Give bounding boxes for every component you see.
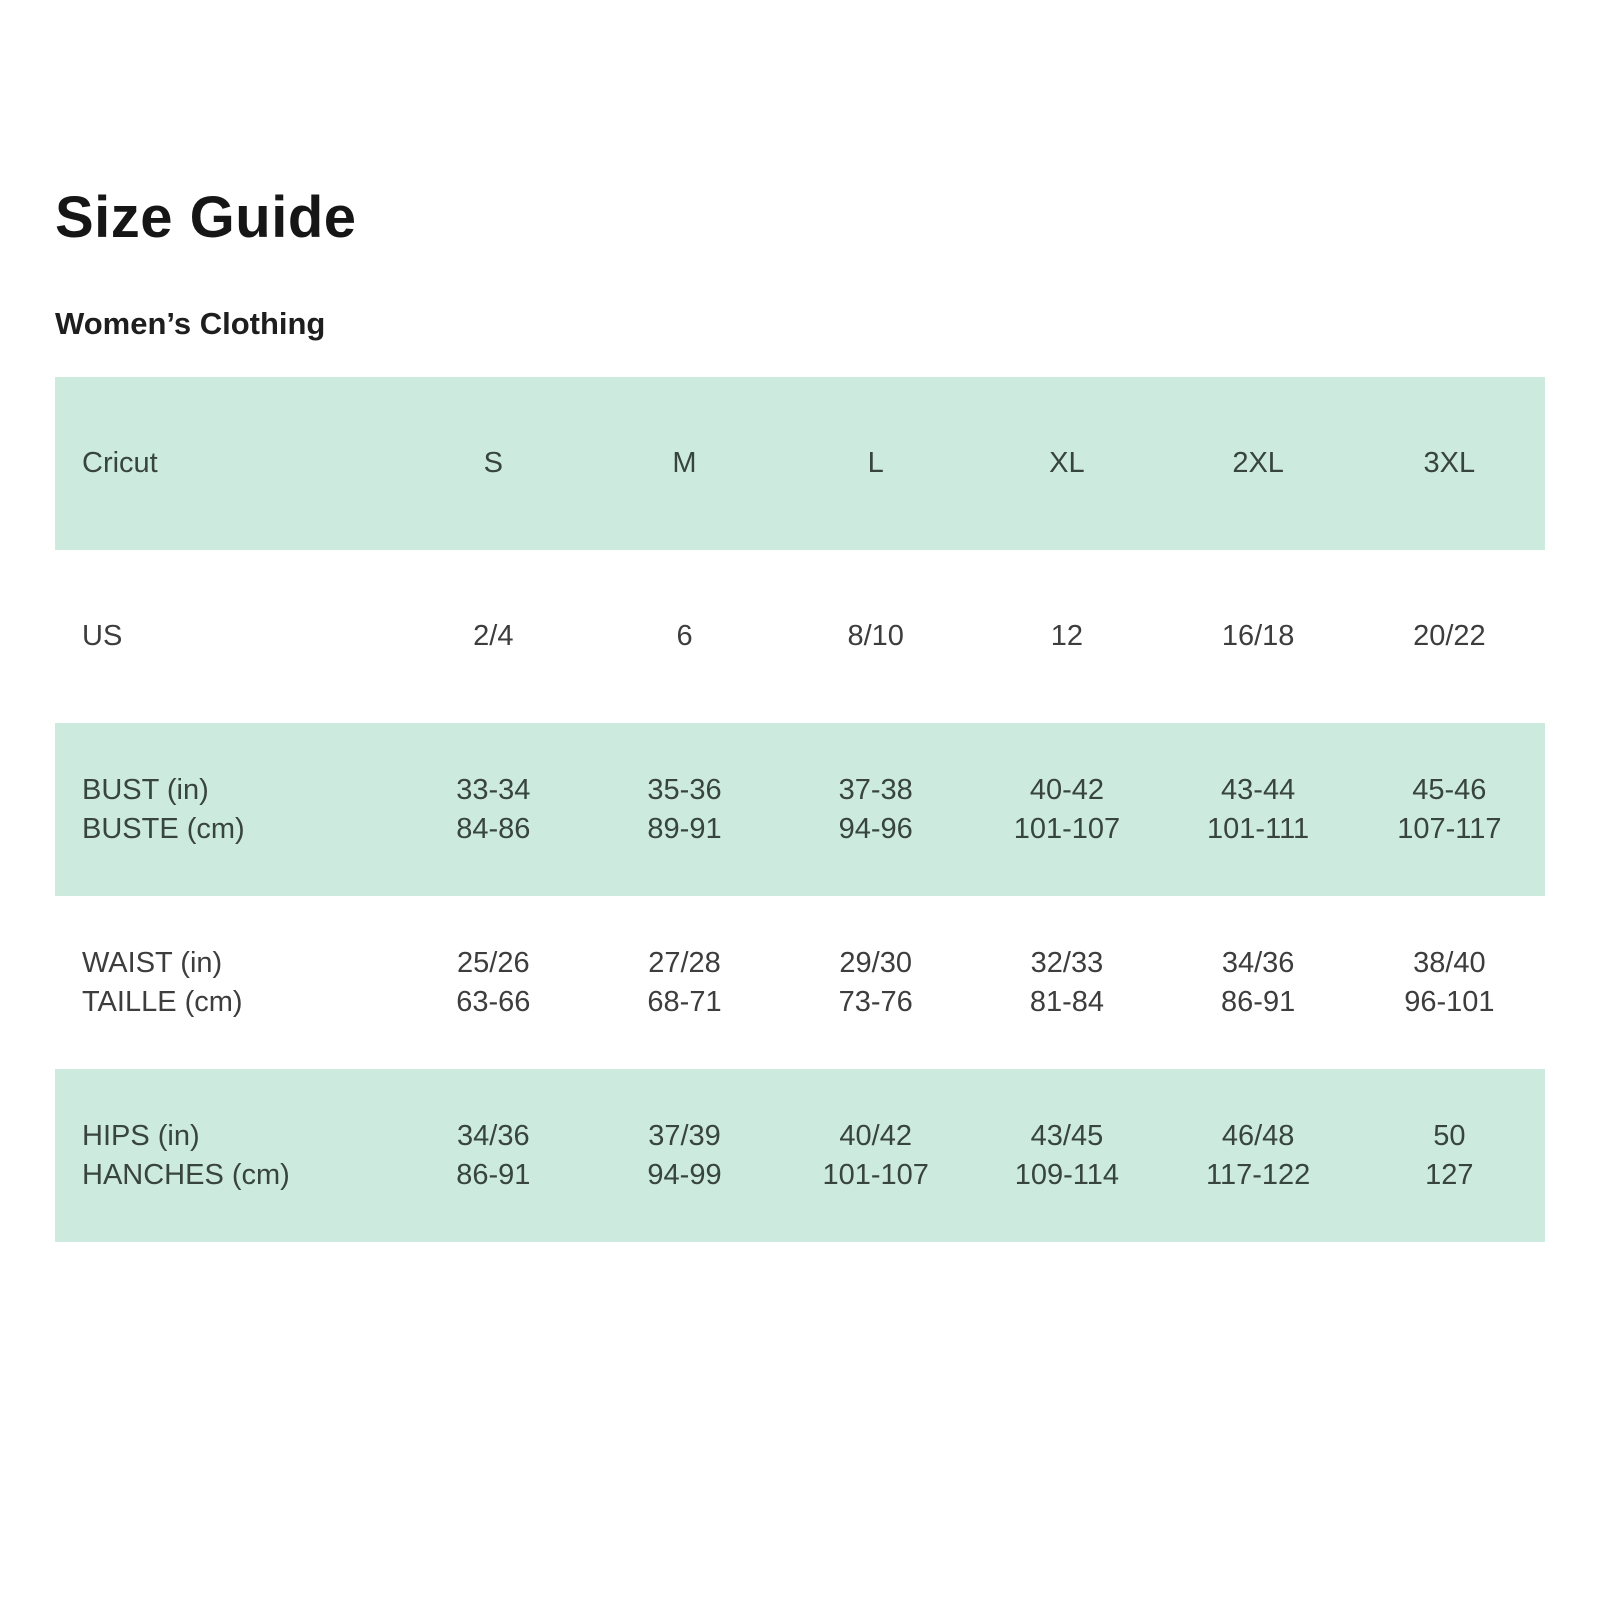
- bust-cell: 40-42 101-107: [971, 723, 1162, 896]
- row-label-line-cm: HANCHES (cm): [82, 1158, 290, 1191]
- bust-cm: 101-111: [1207, 812, 1310, 845]
- us-size-value: 2/4: [473, 620, 514, 653]
- bust-in: 35-36: [647, 773, 722, 806]
- hips-cell: 46/48 117-122: [1163, 1069, 1354, 1242]
- bust-cell: 43-44 101-111: [1163, 723, 1354, 896]
- waist-cm: 73-76: [838, 985, 913, 1018]
- size-header-xl: XL: [1049, 447, 1085, 480]
- waist-in: 34/36: [1221, 946, 1295, 979]
- waist-cell: 29/30 73-76: [780, 896, 971, 1069]
- section-title: Women’s Clothing: [55, 305, 326, 341]
- page-title: Size Guide: [55, 185, 357, 250]
- hips-cell: 37/39 94-99: [589, 1069, 780, 1242]
- size-guide-content: Size Guide Women’s Clothing Cricut S M L…: [55, 185, 1545, 1243]
- waist-cm: 86-91: [1221, 985, 1296, 1018]
- us-size-value: 6: [676, 620, 693, 653]
- hips-in: 40/42: [839, 1119, 912, 1152]
- bust-cm: 89-91: [647, 812, 722, 845]
- hips-in: 43/45: [1030, 1119, 1104, 1152]
- hips-cm: 101-107: [822, 1158, 929, 1191]
- hips-in: 37/39: [648, 1119, 721, 1152]
- bust-cm: 94-96: [838, 812, 913, 845]
- row-bust: BUST (in) BUSTE (cm) 33-34 84-86 35-36 8…: [55, 723, 1545, 897]
- waist-cell: 25/26 63-66: [398, 896, 589, 1069]
- hips-cell: 50 127: [1354, 1069, 1545, 1242]
- size-header-m: M: [672, 447, 697, 480]
- size-header-l: L: [867, 447, 884, 480]
- row-label-line-cm: BUSTE (cm): [82, 812, 245, 845]
- bust-in: 45-46: [1412, 773, 1487, 806]
- waist-cell: 38/40 96-101: [1354, 896, 1545, 1069]
- hips-cm: 127: [1425, 1158, 1474, 1191]
- size-guide-table: Cricut S M L XL 2XL 3XL US 2/4 6 8/10 12: [55, 377, 1545, 1243]
- size-header-2xl: 2XL: [1232, 447, 1284, 480]
- row-label-line-in: HIPS (in): [82, 1119, 200, 1152]
- waist-cm: 81-84: [1029, 985, 1104, 1018]
- waist-cell: 27/28 68-71: [589, 896, 780, 1069]
- row-label-line-in: BUST (in): [82, 773, 209, 806]
- bust-in: 37-38: [838, 773, 913, 806]
- row-label: WAIST (in) TAILLE (cm): [55, 896, 398, 1069]
- hips-cell: 34/36 86-91: [398, 1069, 589, 1242]
- us-size-cell: 2/4: [398, 550, 589, 723]
- bust-cm: 101-107: [1013, 812, 1121, 845]
- hips-in: 50: [1433, 1119, 1466, 1152]
- waist-cm: 63-66: [456, 985, 531, 1018]
- waist-cell: 32/33 81-84: [971, 896, 1162, 1069]
- us-size-value: 12: [1050, 620, 1084, 653]
- row-waist: WAIST (in) TAILLE (cm) 25/26 63-66 27/28…: [55, 896, 1545, 1069]
- row-hips: HIPS (in) HANCHES (cm) 34/36 86-91 37/39…: [55, 1069, 1545, 1243]
- us-size-cell: 6: [589, 550, 780, 723]
- bust-cell: 37-38 94-96: [780, 723, 971, 896]
- us-size-value: 16/18: [1221, 620, 1295, 653]
- us-size-value: 8/10: [847, 620, 904, 653]
- waist-in: 32/33: [1030, 946, 1104, 979]
- row-label: HIPS (in) HANCHES (cm): [55, 1069, 398, 1242]
- hips-in: 34/36: [457, 1119, 530, 1152]
- waist-in: 25/26: [457, 946, 530, 979]
- brand-label: Cricut: [82, 447, 158, 480]
- bust-in: 33-34: [456, 773, 531, 806]
- row-label-line-in: WAIST (in): [82, 946, 223, 979]
- hips-cm: 94-99: [647, 1158, 722, 1191]
- bust-in: 40-42: [1029, 773, 1104, 806]
- hips-cell: 43/45 109-114: [971, 1069, 1162, 1242]
- waist-in: 38/40: [1413, 946, 1486, 979]
- row-label-line: US: [82, 620, 123, 653]
- header-row: Cricut S M L XL 2XL 3XL: [55, 377, 1545, 551]
- hips-cm: 86-91: [456, 1158, 531, 1191]
- waist-in: 27/28: [648, 946, 721, 979]
- row-label: US: [55, 550, 398, 723]
- bust-in: 43-44: [1221, 773, 1296, 806]
- waist-in: 29/30: [839, 946, 912, 979]
- row-us: US 2/4 6 8/10 12 16/18 20/22: [55, 550, 1545, 723]
- row-label: BUST (in) BUSTE (cm): [55, 723, 398, 896]
- bust-cm: 107-117: [1397, 812, 1502, 845]
- hips-in: 46/48: [1221, 1119, 1295, 1152]
- us-size-value: 20/22: [1413, 620, 1486, 653]
- row-label-line-cm: TAILLE (cm): [82, 985, 243, 1018]
- us-size-cell: 16/18: [1163, 550, 1354, 723]
- size-header-3xl: 3XL: [1423, 447, 1476, 480]
- us-size-cell: 8/10: [780, 550, 971, 723]
- waist-cell: 34/36 86-91: [1163, 896, 1354, 1069]
- hips-cm: 117-122: [1205, 1158, 1311, 1191]
- size-header-s: S: [483, 447, 503, 480]
- bust-cell: 45-46 107-117: [1354, 723, 1545, 896]
- waist-cm: 68-71: [647, 985, 722, 1018]
- us-size-cell: 12: [971, 550, 1162, 723]
- waist-cm: 96-101: [1404, 985, 1495, 1018]
- bust-cell: 33-34 84-86: [398, 723, 589, 896]
- hips-cm: 109-114: [1014, 1158, 1120, 1191]
- us-size-cell: 20/22: [1354, 550, 1545, 723]
- bust-cell: 35-36 89-91: [589, 723, 780, 896]
- bust-cm: 84-86: [456, 812, 531, 845]
- hips-cell: 40/42 101-107: [780, 1069, 971, 1242]
